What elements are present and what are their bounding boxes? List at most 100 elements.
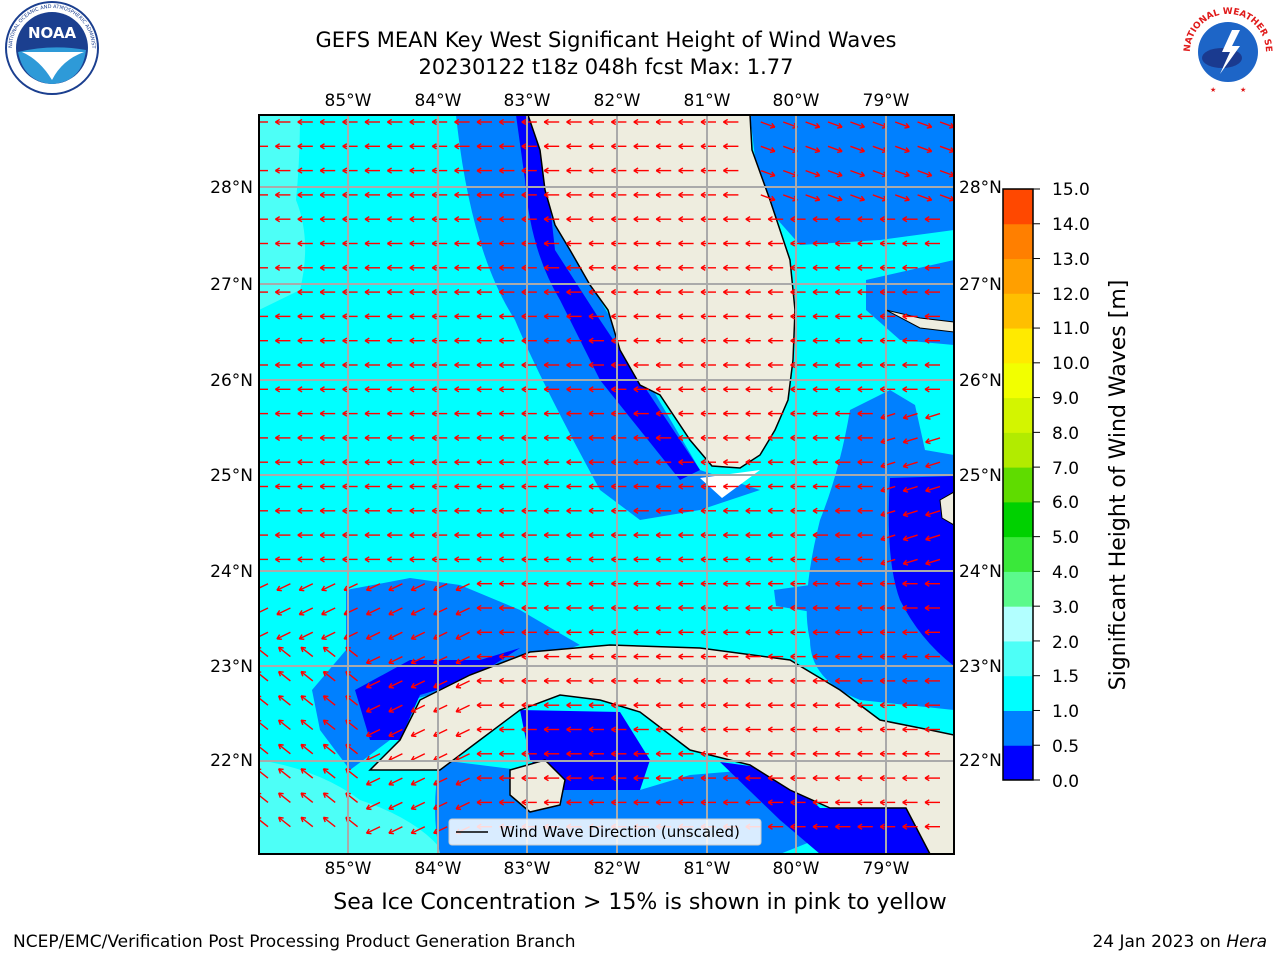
wave-arrow-head [678,191,684,199]
wave-arrow-head [588,313,594,320]
wave-arrow-head [253,314,257,319]
wave-arrow-head [543,580,549,587]
wave-arrow-head [322,646,329,653]
wave-arrow-head [476,361,482,369]
wave-arrow-head [476,556,482,563]
wave-arrow-head [431,410,437,417]
wave-arrow [872,169,888,177]
wave-arrow-head [723,799,729,806]
wave-arrow-head [588,386,594,393]
wave-arrow-head [745,702,751,709]
wave-arrow-head [521,774,527,782]
map-legend: Wind Wave Direction (unscaled) [448,818,762,846]
wave-arrow-head [543,434,549,442]
wave-arrow-head [723,507,729,514]
wave-arrow-head [297,191,303,199]
wave-arrow [366,655,381,664]
wave-arrow-head [321,634,327,640]
wave-arrow [455,583,470,591]
wave-arrow [278,646,291,658]
wave-arrow-head [300,743,307,750]
wave-arrow-head [902,580,908,587]
wave-arrow-head [253,435,257,440]
wave-arrow [939,194,954,201]
wave-arrow [300,768,314,779]
wave-arrow-head [253,411,257,416]
wave-arrow-head [297,556,303,563]
wave-arrow-head [745,677,751,685]
wave-arrow-head [812,507,818,514]
wave-arrow-head [880,511,886,518]
wave-arrow-head [678,386,684,393]
wave-arrow-head [902,799,908,806]
wave-arrow-head [275,507,281,514]
wave-arrow-head [790,434,796,442]
wave-arrow-head [812,726,818,733]
wave-arrow-head [319,313,325,320]
wave-arrow-head [476,629,482,636]
wave-arrow-head [812,750,818,757]
wave-arrow-head [835,434,841,442]
wave-arrow-head [455,682,462,689]
wave-arrow-head [499,653,505,660]
wave-arrow-head [321,585,327,592]
wave-arrow-head [409,216,415,223]
wave-arrow-head [925,438,931,445]
wave-arrow-head [387,191,393,199]
wave-arrow-head [700,750,706,757]
wave-arrow-head [409,434,415,442]
wave-arrow-head [499,410,505,417]
wave-arrow-head [409,288,415,296]
wave-arrow-head [700,677,706,685]
wave-arrow-head [566,167,572,174]
wave-arrow [917,169,932,177]
wave-arrow [760,121,776,128]
wave-arrow [300,671,314,682]
wave-arrow-head [700,653,706,660]
wave-arrow-head [499,361,505,369]
wave-arrow-head [655,434,661,442]
wave-arrow [880,412,896,419]
wave-arrow-head [253,119,257,124]
wave-arrow-head [454,386,460,393]
wave-arrow-head [723,118,729,126]
wave-arrow [433,631,448,640]
wave-arrow-head [767,483,773,490]
wave-arrow-head [566,191,572,199]
wave-arrow-head [723,410,729,417]
lat-label-right: 23°N [959,657,1002,677]
wave-arrow [433,704,448,713]
wave-arrow-head [476,677,482,685]
wave-arrow [917,194,932,201]
wave-arrow [410,777,426,786]
wave-arrow-head [700,459,706,466]
wave-arrow-head [543,361,549,369]
wave-arrow-head [543,143,549,150]
wave-arrow-head [879,823,885,830]
wave-arrow-head [611,580,617,587]
wave-arrow-head [409,483,415,490]
wave-arrow-head [745,774,751,782]
wave-arrow-head [745,386,751,393]
wave-arrow-head [499,313,505,320]
wave-arrow-head [745,629,751,636]
wave-arrow-head [365,707,372,713]
footer-date: 24 Jan 2023 on Hera [1092,932,1267,952]
wave-arrow-head [364,264,370,271]
wave-arrow-head [319,191,325,199]
wave-arrow-head [297,459,303,466]
wave-arrow-head [857,750,863,757]
wave-arrow-head [633,264,639,271]
wave-arrow-head [588,434,594,442]
wave-arrow-head [655,531,661,539]
wave-arrow-head [566,629,572,636]
wave-arrow-head [319,240,325,247]
wave-arrow-head [365,609,372,616]
wave-arrow-head [902,264,908,271]
wave-arrow-head [543,313,549,320]
wave-arrow-head [455,804,462,811]
wave-arrow-head [588,483,594,490]
wave-arrow-head [879,288,885,296]
wave-arrow-head [431,167,437,174]
wave-arrow [259,607,269,614]
